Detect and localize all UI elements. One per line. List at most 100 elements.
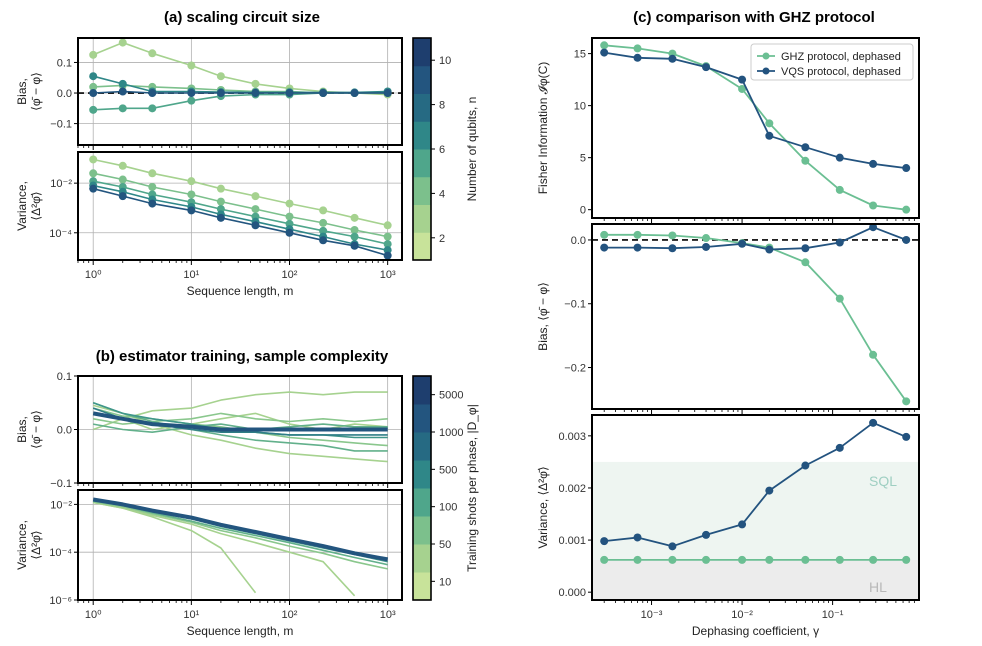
data-point <box>118 38 127 47</box>
b-bias-panel: −0.1 0.0 0.1 Bias, ⟨φ̄ − φ⟩ (b) estimator tra… <box>15 348 403 490</box>
x-tick-label: 10² <box>282 269 298 281</box>
data-point <box>600 243 609 252</box>
data-point <box>702 63 711 72</box>
data-point <box>89 50 98 59</box>
data-point <box>118 192 127 201</box>
legend-swatch-marker <box>762 67 770 75</box>
data-point <box>668 555 677 564</box>
data-point <box>251 79 260 88</box>
data-point <box>738 75 747 84</box>
data-point <box>600 555 609 564</box>
x-tick-label: 10² <box>282 609 298 621</box>
panel-title: (b) estimator training, sample complexit… <box>96 348 389 365</box>
data-point <box>216 197 225 206</box>
data-point <box>633 44 642 53</box>
x-tick-label: 10¹ <box>183 269 199 281</box>
colorbar-tick-label: 50 <box>439 539 451 551</box>
data-point <box>285 89 294 98</box>
legend-swatch-marker <box>762 52 770 60</box>
data-point <box>668 54 677 63</box>
series-line-n-8 <box>92 75 388 94</box>
data-point <box>835 238 844 247</box>
data-point <box>702 555 711 564</box>
colorbar-segment <box>413 516 431 545</box>
y-tick-label: 5 <box>580 153 586 165</box>
data-point <box>902 432 911 441</box>
data-point <box>148 49 157 58</box>
y-axis-label-line1: Bias, <box>15 416 29 443</box>
data-point <box>668 244 677 253</box>
c-fisher-axes-frame <box>591 37 920 219</box>
data-point <box>835 555 844 564</box>
data-point <box>187 96 196 105</box>
y-tick-label: 15 <box>574 49 586 61</box>
data-point <box>633 243 642 252</box>
data-point <box>902 205 911 214</box>
x-axis-label: Sequence length, m <box>187 624 294 638</box>
colorbar-segment <box>413 460 431 489</box>
data-point <box>600 537 609 546</box>
data-point <box>801 555 810 564</box>
y-tick-label: 10⁻² <box>50 499 72 511</box>
x-tick-label: 10⁻¹ <box>822 609 844 621</box>
series-line-100-shots-a <box>92 402 388 452</box>
data-point <box>869 350 878 359</box>
series-line-10-shots-b <box>93 501 356 597</box>
data-point <box>319 236 328 245</box>
colorbar-tick-label: 6 <box>439 144 445 156</box>
data-point <box>319 206 328 215</box>
y-tick-label: −0.1 <box>50 478 72 490</box>
data-point <box>702 530 711 539</box>
a-variance-plot-area <box>78 152 402 260</box>
y-axis-label: Bias, ⟨φ̄ − φ⟩ <box>536 282 550 351</box>
legend: GHZ protocol, dephased VQS protocol, deph… <box>750 43 914 81</box>
colorbar-segment <box>413 93 431 122</box>
colorbar-segment <box>413 176 431 205</box>
c-bias-plot-area <box>592 224 919 406</box>
series-line-10-shots-b <box>92 404 388 463</box>
data-point <box>319 89 328 98</box>
data-point <box>600 41 609 50</box>
band-label-sql: SQL <box>869 473 897 489</box>
data-point <box>383 240 392 249</box>
data-point <box>801 143 810 152</box>
series-line-5000-shots <box>92 497 389 562</box>
data-point <box>89 155 98 164</box>
y-tick-label: 10⁻⁴ <box>49 228 72 240</box>
b-bias-plot-area <box>78 376 402 483</box>
x-tick-label: 10⁰ <box>85 269 102 281</box>
x-axis-label: Dephasing coefficient, γ <box>692 624 819 638</box>
data-point <box>251 221 260 230</box>
data-point <box>251 192 260 201</box>
b-variance-panel: 10⁻⁶ 10⁻⁴ 10⁻² 10⁰ 10¹ 10² 10³ Sequence length,… <box>15 489 403 638</box>
data-point <box>89 72 98 81</box>
data-point <box>869 224 878 232</box>
colorbar-segment <box>413 204 431 233</box>
data-point <box>118 87 127 96</box>
data-point <box>118 104 127 113</box>
y-axis-label-line1: Bias, <box>15 78 29 105</box>
data-point <box>869 159 878 168</box>
series-line-10-shots-a <box>93 391 388 420</box>
panel-title: (a) scaling circuit size <box>164 9 320 26</box>
colorbar-segment <box>413 149 431 178</box>
data-point <box>765 131 774 140</box>
data-point <box>738 520 747 529</box>
data-point <box>383 221 392 230</box>
y-tick-label: 10⁻² <box>50 178 72 190</box>
b-variance-plot-area <box>78 490 402 600</box>
data-point <box>148 169 157 178</box>
data-point <box>765 555 774 564</box>
data-point <box>668 231 677 240</box>
colorbar-segment <box>413 65 431 94</box>
data-point <box>738 239 747 248</box>
data-point <box>383 89 392 98</box>
x-axis-label: Sequence length, m <box>187 284 294 298</box>
data-point <box>187 206 196 215</box>
series-line-n-10 <box>93 187 388 257</box>
colorbar-segment <box>413 121 431 150</box>
data-point <box>738 555 747 564</box>
band-hl <box>592 559 919 600</box>
data-point <box>251 89 260 98</box>
x-tick-label: 10¹ <box>183 609 199 621</box>
